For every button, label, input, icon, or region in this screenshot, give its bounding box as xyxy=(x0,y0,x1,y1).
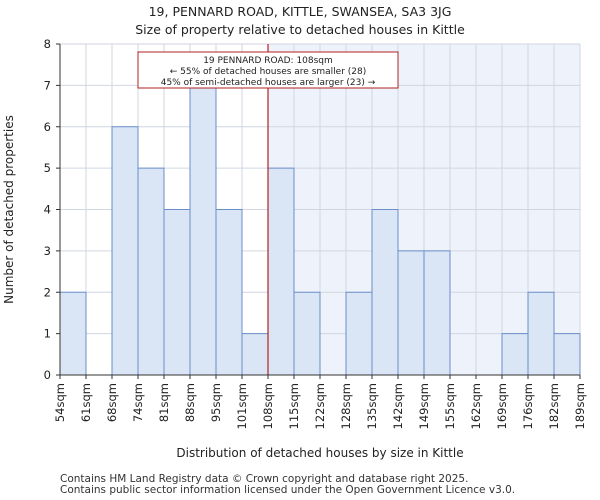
y-tick-label: 3 xyxy=(44,244,51,258)
y-tick-label: 8 xyxy=(44,37,51,51)
annotation-box xyxy=(137,51,399,89)
x-tick-label: 88sqm xyxy=(183,383,197,422)
x-tick-label: 169sqm xyxy=(495,383,509,429)
x-tick-label: 142sqm xyxy=(391,383,405,429)
bar xyxy=(215,209,243,376)
x-tick-label: 189sqm xyxy=(573,383,587,429)
bar xyxy=(267,167,295,376)
bar xyxy=(293,291,321,376)
bar xyxy=(59,291,87,376)
bar xyxy=(189,84,217,376)
x-tick-label: 176sqm xyxy=(521,383,535,429)
bar xyxy=(501,333,529,376)
bar xyxy=(423,250,451,376)
bar xyxy=(111,126,139,376)
x-tick-label: 149sqm xyxy=(417,383,431,429)
y-tick-label: 0 xyxy=(44,368,51,382)
x-tick-label: 54sqm xyxy=(53,383,67,422)
y-tick-label: 2 xyxy=(44,285,51,299)
bar xyxy=(527,291,555,376)
y-tick-label: 4 xyxy=(44,203,51,217)
y-tick-label: 6 xyxy=(44,120,51,134)
chart-subtitle: Size of property relative to detached ho… xyxy=(135,22,465,37)
footer-copyright: Contains HM Land Registry data © Crown c… xyxy=(60,473,469,485)
bar xyxy=(163,209,191,376)
y-tick-label: 5 xyxy=(44,161,51,175)
x-tick-label: 115sqm xyxy=(287,383,301,429)
annotation-line-3: 45% of semi-detached houses are larger (… xyxy=(161,78,376,88)
y-axis-label: Number of detached properties xyxy=(2,115,16,304)
annotation-line-2: ← 55% of detached houses are smaller (28… xyxy=(170,67,367,77)
x-tick-label: 108sqm xyxy=(261,383,275,429)
bar xyxy=(241,333,269,376)
chart-title: 19, PENNARD ROAD, KITTLE, SWANSEA, SA3 3… xyxy=(148,4,452,19)
x-tick-label: 68sqm xyxy=(105,383,119,422)
bar xyxy=(371,209,399,376)
x-tick-label: 122sqm xyxy=(313,383,327,429)
x-tick-label: 182sqm xyxy=(547,383,561,429)
x-tick-label: 74sqm xyxy=(131,383,145,422)
annotation-line-1: 19 PENNARD ROAD: 108sqm xyxy=(203,56,333,66)
x-tick-label: 162sqm xyxy=(469,383,483,429)
x-tick-label: 95sqm xyxy=(209,383,223,422)
x-tick-label: 155sqm xyxy=(443,383,457,429)
bar xyxy=(553,333,581,376)
footer-licence: Contains public sector information licen… xyxy=(60,484,516,496)
x-axis-label: Distribution of detached houses by size … xyxy=(176,446,463,460)
x-tick-label: 81sqm xyxy=(157,383,171,422)
x-tick-label: 135sqm xyxy=(365,383,379,429)
y-tick-label: 7 xyxy=(44,78,51,92)
x-tick-label: 101sqm xyxy=(235,383,249,429)
y-tick-label: 1 xyxy=(44,327,51,341)
bar xyxy=(137,167,165,376)
bar xyxy=(345,291,373,376)
bar xyxy=(397,250,425,376)
x-tick-label: 128sqm xyxy=(339,383,353,429)
x-tick-label: 61sqm xyxy=(79,383,93,422)
